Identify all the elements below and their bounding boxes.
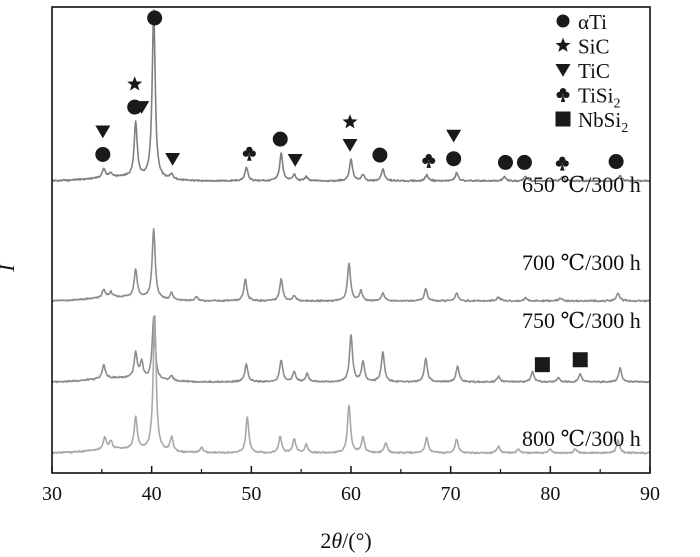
x-tick-label-40: 40 bbox=[142, 483, 162, 505]
series-line-4 bbox=[51, 314, 651, 455]
curve-labels-group: 650 ℃/300 h 700 ℃/300 h 750 ℃/300 h 800 ℃/3… bbox=[522, 172, 641, 451]
phase-marker-club-19 bbox=[555, 156, 569, 171]
series-label-2: 700 ℃/300 h bbox=[522, 250, 641, 275]
y-axis-label: I bbox=[0, 263, 19, 273]
phase-marker-circle-6 bbox=[147, 10, 163, 26]
phase-marker-club-8 bbox=[242, 146, 256, 161]
x-axis-label-unit: /(°) bbox=[342, 528, 372, 553]
series-line-1 bbox=[51, 9, 651, 183]
legend-label-triangle-down: TiC bbox=[578, 59, 610, 83]
series-label-4: 800 ℃/300 h bbox=[522, 426, 641, 451]
legend-marker-circle bbox=[556, 14, 570, 28]
phase-marker-club-14 bbox=[422, 153, 436, 168]
legend-label-star: SiC bbox=[578, 35, 610, 59]
x-tick-label-50: 50 bbox=[241, 483, 261, 505]
phase-marker-triangle-down-10 bbox=[287, 153, 303, 167]
series-label-3: 750 ℃/300 h bbox=[522, 308, 641, 333]
phase-marker-star-12 bbox=[342, 114, 358, 129]
phase-marker-triangle-down-16 bbox=[446, 129, 462, 143]
phase-marker-triangle-down-5 bbox=[134, 101, 150, 114]
phase-marker-circle-17 bbox=[497, 154, 513, 170]
phase-marker-circle-1 bbox=[95, 146, 111, 162]
series-line-2 bbox=[51, 228, 651, 303]
phase-marker-circle-18 bbox=[516, 154, 532, 170]
phase-marker-circle-15 bbox=[446, 151, 462, 167]
legend-marker-star bbox=[555, 37, 571, 52]
x-tick-label-30: 30 bbox=[42, 483, 62, 505]
x-tick-label-80: 80 bbox=[540, 483, 560, 505]
plot-frame bbox=[51, 6, 651, 474]
x-ticks-group: 30 40 50 60 70 80 90 bbox=[42, 466, 660, 505]
legend-label-square: NbSi2 bbox=[578, 108, 628, 136]
x-tick-label-70: 70 bbox=[441, 483, 461, 505]
x-axis-label: 2θ/(°) bbox=[320, 528, 371, 553]
phase-markers-group bbox=[95, 10, 624, 373]
phase-marker-square-21 bbox=[534, 357, 550, 373]
x-axis-label-var: θ bbox=[331, 528, 342, 553]
x-tick-label-60: 60 bbox=[341, 483, 361, 505]
series-label-1: 650 ℃/300 h bbox=[522, 172, 641, 197]
phase-marker-triangle-down-11 bbox=[342, 139, 358, 152]
phase-marker-triangle-down-2 bbox=[95, 125, 111, 139]
series-line-3 bbox=[51, 315, 651, 384]
legend-marker-triangle-down bbox=[555, 64, 571, 77]
phase-marker-circle-20 bbox=[608, 154, 624, 170]
phase-marker-circle-9 bbox=[272, 131, 288, 147]
legend-label-circle: αTi bbox=[578, 10, 607, 34]
legend-label-club: TiSi2 bbox=[578, 84, 620, 112]
legend-marker-club bbox=[556, 87, 570, 102]
axes-group bbox=[51, 6, 651, 474]
phase-marker-square-22 bbox=[572, 352, 588, 368]
phase-marker-circle-13 bbox=[372, 147, 388, 163]
legend-marker-square bbox=[555, 111, 571, 127]
x-axis-label-prefix: 2 bbox=[320, 528, 331, 553]
phase-marker-triangle-down-7 bbox=[165, 153, 181, 166]
phase-marker-star-4 bbox=[127, 76, 143, 91]
x-tick-label-90: 90 bbox=[640, 483, 660, 505]
curves-group bbox=[51, 9, 651, 455]
